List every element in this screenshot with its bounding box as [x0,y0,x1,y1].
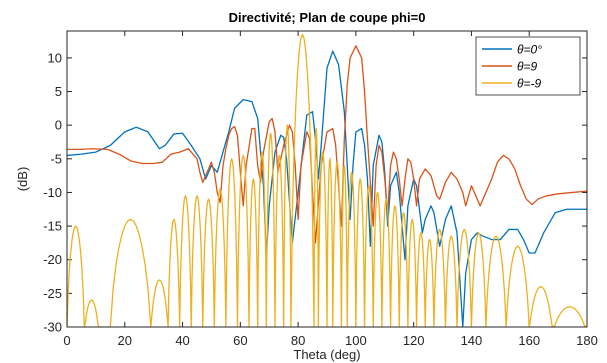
y-tick-label: -30 [43,320,62,335]
series-line-1 [67,50,587,327]
axis-ticks: 0 20 40 60 80 100 120 140 160 180-30-25-20-15-10-… [43,31,598,348]
legend: θ=0° θ=9 θ=-9 [475,36,581,96]
legend-label-2: θ=9 [517,60,538,74]
x-tick-label: 140 [461,333,483,348]
chart-title: Directivité; Plan de coupe phi=0 [229,10,426,25]
series-line-2 [67,45,587,244]
plot-frame [66,30,588,328]
y-tick-label: -10 [43,185,62,200]
y-tick-label: 0 [55,118,62,133]
y-tick-label: -5 [50,151,62,166]
x-tick-label: 60 [233,333,247,348]
x-tick-label: 120 [403,333,425,348]
x-tick-label: 20 [118,333,132,348]
legend-label-3: θ=-9 [517,77,542,91]
x-tick-label: 160 [518,333,540,348]
y-tick-label: -25 [43,286,62,301]
y-tick-label: 5 [55,84,62,99]
x-axis-label: Theta (deg) [293,347,360,362]
y-tick-label: -15 [43,219,62,234]
series-layer [67,33,587,327]
x-tick-label: 80 [291,333,305,348]
x-tick-label: 100 [345,333,367,348]
x-tick-label: 40 [175,333,189,348]
legend-label-1: θ=0° [517,43,542,57]
y-tick-label: -20 [43,252,62,267]
series-line-3 [67,33,587,327]
x-tick-label: 180 [576,333,598,348]
x-tick-label: 0 [63,333,70,348]
y-tick-label: 10 [48,50,62,65]
y-axis-label: (dB) [15,167,30,192]
